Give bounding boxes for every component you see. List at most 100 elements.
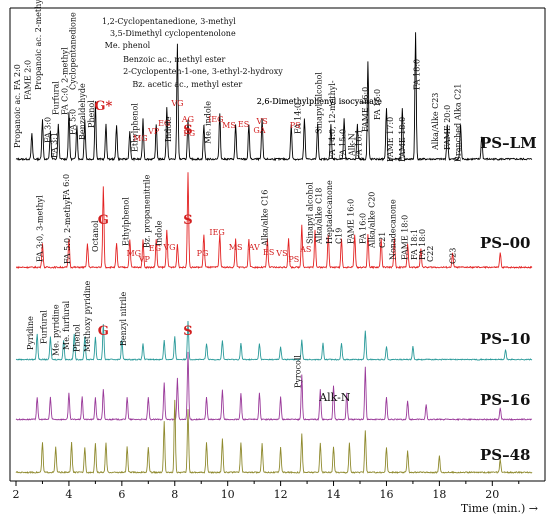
peak-annotation: EG xyxy=(158,119,170,128)
peak-annotation: FA 16:0 xyxy=(358,213,367,244)
x-tick-label: 20 xyxy=(485,488,499,501)
peak-annotation: FA 14:0 xyxy=(293,103,302,134)
series-line-1 xyxy=(16,172,533,270)
peak-annotation: Propanoic ac. 2-methyl xyxy=(34,0,43,90)
x-tick-label: 16 xyxy=(379,488,393,501)
peak-annotation: ES xyxy=(238,120,249,129)
peak-annotation: Sinapyl alcohol xyxy=(315,72,324,134)
series-line-2 xyxy=(15,320,533,361)
peak-annotation: FA 18:0 xyxy=(418,229,427,260)
peak-annotation: Heptadecanone xyxy=(325,180,334,244)
peak-annotation: Phenol xyxy=(73,324,82,352)
series-line-0 xyxy=(15,32,533,162)
peak-annotation: VG xyxy=(170,99,183,108)
peak-annotation: FAME 17:0 xyxy=(386,117,395,162)
peak-annotation: 1,2-Cyclopentanedione, 3-methyl xyxy=(102,17,236,26)
peak-annotation: Ethylphenol xyxy=(121,197,130,246)
peak-annotation: FA 3:1 xyxy=(50,132,59,158)
x-tick-label: 4 xyxy=(65,488,72,501)
peak-annotation: Me. pyridine xyxy=(51,304,60,356)
peak-annotation: Alka/alke C16 xyxy=(260,190,269,247)
peak-annotation: VS xyxy=(275,249,287,258)
peak-annotation: Benzyl nitrile xyxy=(119,292,128,346)
peak-annotation: FA 16:1 xyxy=(354,129,363,160)
peak-annotation: Methoxy pyridine xyxy=(83,280,92,352)
peak-annotation: Me. phenol xyxy=(105,41,151,50)
sample-label: PS–48 xyxy=(480,446,531,464)
sample-label: PS–00 xyxy=(480,234,531,252)
marker-s-00: S xyxy=(183,213,192,228)
sample-label: PS–16 xyxy=(480,391,531,409)
peak-annotation: VG xyxy=(162,243,175,252)
peak-annotation: FA C:0, 2-methyl xyxy=(61,47,70,115)
peak-annotation: Phenol xyxy=(87,100,96,128)
peak-annotation: FA 16:0 xyxy=(373,89,382,120)
peak-annotation: FA 5:0 xyxy=(69,109,78,135)
peak-annotation: Furfural xyxy=(51,81,60,115)
peak-annotation: Nonadecanone xyxy=(389,199,398,260)
peak-annotation: Branched Alka C21 xyxy=(454,84,463,162)
peak-annotation: Indole xyxy=(164,116,173,142)
peak-annotations: Propanoic ac. FA 2:0 FAME 2:0 Propanoic ac… xyxy=(13,0,463,404)
peak-annotation: Propanoic ac. FA 2:0 xyxy=(13,64,22,148)
x-tick-label: 2 xyxy=(13,488,20,501)
peak-annotation: FAME 18:0 xyxy=(401,215,410,260)
x-tick-label: 14 xyxy=(327,488,341,501)
peak-annotation: Alka/alke C20 xyxy=(368,192,377,249)
peak-annotation: FA 3:0 xyxy=(43,117,52,143)
peak-annotation: C19 xyxy=(334,228,343,244)
peak-annotation: FA 18:0 xyxy=(413,59,422,90)
peak-annotation: PS xyxy=(288,255,299,264)
peak-annotation: C23 xyxy=(448,248,457,264)
series-line-3 xyxy=(15,351,533,421)
marker-s-lm: S xyxy=(183,123,192,138)
peak-annotation: ES xyxy=(263,248,274,257)
peak-annotation: Indole xyxy=(155,220,164,246)
x-tick-label: 10 xyxy=(221,488,235,501)
peak-annotation: Me. furfural xyxy=(62,300,71,350)
series-line-4 xyxy=(15,399,533,475)
peak-annotation: AG xyxy=(181,115,194,124)
peak-annotation: Alka/Alke C23 xyxy=(431,93,440,151)
peak-annotation: AV xyxy=(248,243,260,252)
peak-annotation: 2,6-Dimethylphenyl isocyanate xyxy=(257,97,382,106)
peak-annotation: Sinapyl alcohol xyxy=(305,182,314,244)
peak-annotation: EG xyxy=(149,244,161,253)
peak-annotation: PS xyxy=(290,121,301,130)
marker-g-10: G xyxy=(98,324,109,339)
peak-annotation: GA xyxy=(253,126,265,135)
peak-annotation: 2,6-Dimethylphenyl isocyanate xyxy=(257,97,382,106)
peak-annotation: FAME 16:0 xyxy=(361,87,370,132)
peak-annotation: FA 15:0 xyxy=(338,129,347,160)
peak-annotation: C21 xyxy=(378,232,387,248)
peak-annotation: Pyrocoll xyxy=(293,355,302,388)
peak-annotation: FA 5:0, 2-methyl xyxy=(63,197,72,264)
peak-annotation: Ethylphenol xyxy=(131,103,140,152)
x-tick-label: 6 xyxy=(118,488,125,501)
peak-annotation: Pyridine xyxy=(26,316,35,350)
peak-annotation: FAME 2:0 xyxy=(24,60,33,100)
marker-labels: G* S G S G S xyxy=(94,99,192,339)
peak-annotation: MG xyxy=(133,134,148,143)
peak-annotation: Octanol xyxy=(91,220,100,252)
peak-annotation: FA 3:0, 3-methyl xyxy=(35,195,44,262)
peak-annotation: Benzoic ac., methyl ester xyxy=(123,55,225,64)
peak-annotation: Alk-N xyxy=(348,133,357,157)
peak-annotation: FA 14:0, 12-methyl- xyxy=(328,80,337,160)
peak-annotation: 3,5-Dimethyl cyclopentenolone xyxy=(110,29,236,38)
peak-annotation: Me. indole xyxy=(203,101,212,144)
peak-annotation: Bz. acetic ac., methyl ester xyxy=(132,80,242,89)
peak-annotation: VP xyxy=(147,127,160,136)
peak-annotation: Cyclopentanedione xyxy=(69,12,78,90)
peak-annotation: Furfural xyxy=(39,310,48,344)
peak-annotation: FAME 16:0 xyxy=(346,199,355,244)
marker-s-10: S xyxy=(183,324,192,339)
peak-annotation: Bz. propanenitrile xyxy=(143,174,152,248)
x-tick-label: 12 xyxy=(274,488,288,501)
chromatogram-traces xyxy=(15,32,533,475)
peak-annotation: 2-Cyclopenten-1-one, 3-ethyl-2-hydroxy xyxy=(123,67,283,76)
peak-annotation: FA 6:0 xyxy=(62,174,71,200)
x-axis-label: Time (min.) → xyxy=(461,502,538,515)
sample-label: PS–10 xyxy=(480,330,531,348)
x-axis-ticks: 2 4 6 8 10 12 14 16 18 20 xyxy=(13,481,520,501)
